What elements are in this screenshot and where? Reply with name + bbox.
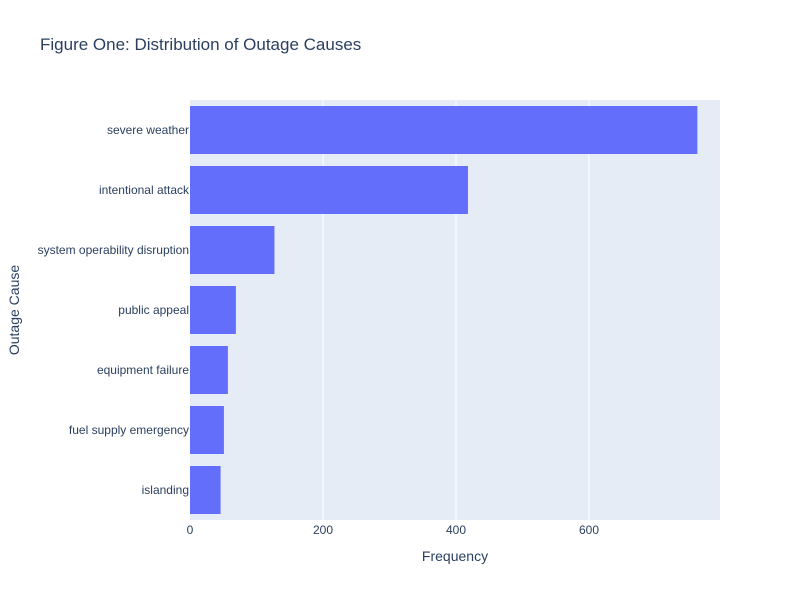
bar-system-operability-disruption[interactable] <box>190 226 275 274</box>
y-tick-label-intentional-attack: intentional attack <box>99 183 190 197</box>
x-tick-label-0: 0 <box>187 523 194 537</box>
y-tick-label-fuel-supply-emergency: fuel supply emergency <box>69 423 189 437</box>
x-tick-label-200: 200 <box>313 523 333 537</box>
x-tick-label-600: 600 <box>579 523 599 537</box>
x-tick-labels: 0 200 400 600 <box>187 523 600 537</box>
chart-title: Figure One: Distribution of Outage Cause… <box>40 35 361 54</box>
y-tick-label-public-appeal: public appeal <box>118 303 189 317</box>
y-tick-labels: severe weather intentional attack system o… <box>38 123 190 497</box>
y-tick-label-equipment-failure: equipment failure <box>97 363 189 377</box>
bar-severe-weather[interactable] <box>190 106 698 154</box>
y-tick-label-islanding: islanding <box>142 483 189 497</box>
y-tick-label-severe-weather: severe weather <box>107 123 189 137</box>
bar-public-appeal[interactable] <box>190 286 236 334</box>
x-tick-label-400: 400 <box>446 523 466 537</box>
bar-islanding[interactable] <box>190 466 221 514</box>
bar-equipment-failure[interactable] <box>190 346 228 394</box>
bar-fuel-supply-emergency[interactable] <box>190 406 224 454</box>
plot-background <box>190 100 720 520</box>
x-axis-title: Frequency <box>422 548 488 564</box>
bar-intentional-attack[interactable] <box>190 166 468 214</box>
y-axis-title: Outage Cause <box>6 265 22 355</box>
bars <box>190 106 698 514</box>
y-tick-label-system-operability-disruption: system operability disruption <box>38 243 189 257</box>
